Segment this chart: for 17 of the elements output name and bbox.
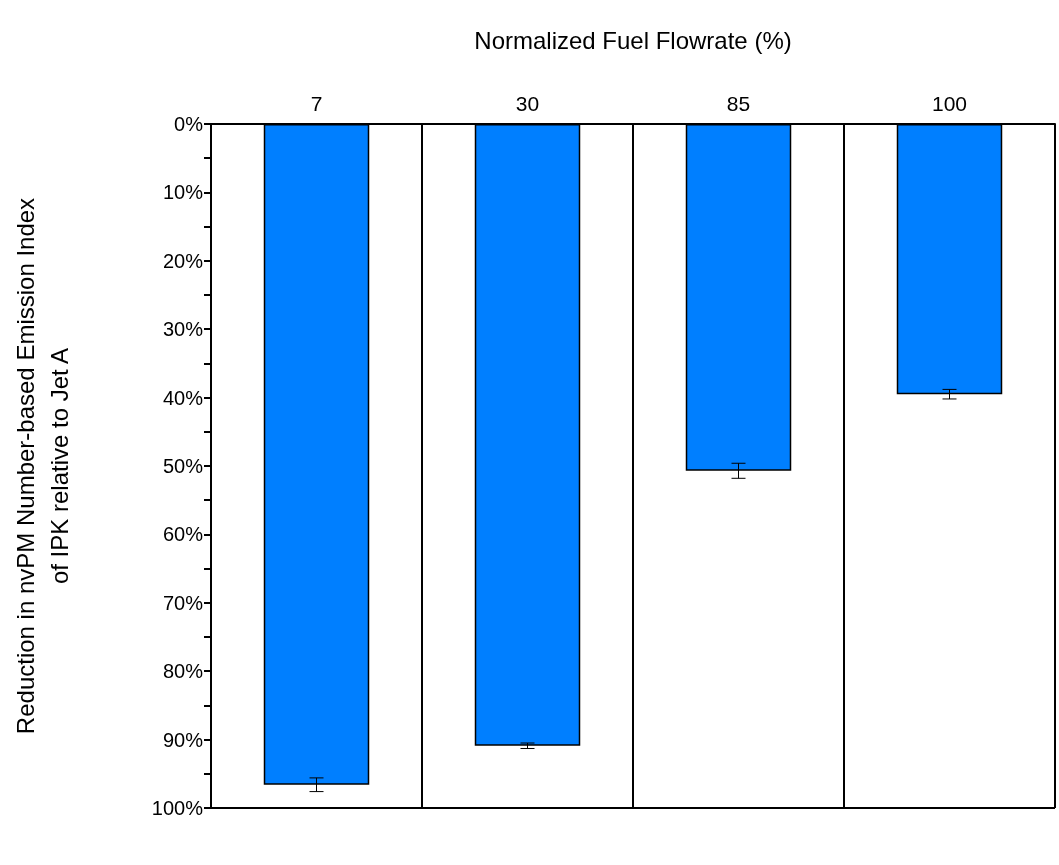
- y-tick-label: 80%: [162, 660, 204, 683]
- x-tick-label: 85: [726, 92, 751, 115]
- y-tick-label: 10%: [162, 181, 204, 204]
- y-tick-label: 100%: [151, 797, 204, 819]
- y-tick-label: 20%: [162, 249, 204, 272]
- y-tick-label: 0%: [174, 113, 204, 135]
- y-tick-label: 70%: [162, 591, 204, 614]
- x-tick-label: 100: [931, 92, 968, 115]
- x-axis-title: Normalized Fuel Flowrate (%): [474, 26, 792, 54]
- y-tick-label: 50%: [162, 455, 204, 477]
- y-axis-title: Reduction in nvPM Number-based Emission Index of IPK relative to Jet A: [11, 197, 73, 735]
- x-tick-label: 7: [310, 92, 323, 115]
- y-tick-label: 40%: [162, 386, 204, 409]
- y-tick-label: 90%: [162, 728, 204, 751]
- y-tick-label: 60%: [162, 523, 204, 546]
- y-tick-label: 30%: [162, 318, 204, 341]
- x-tick-label: 30: [515, 92, 540, 115]
